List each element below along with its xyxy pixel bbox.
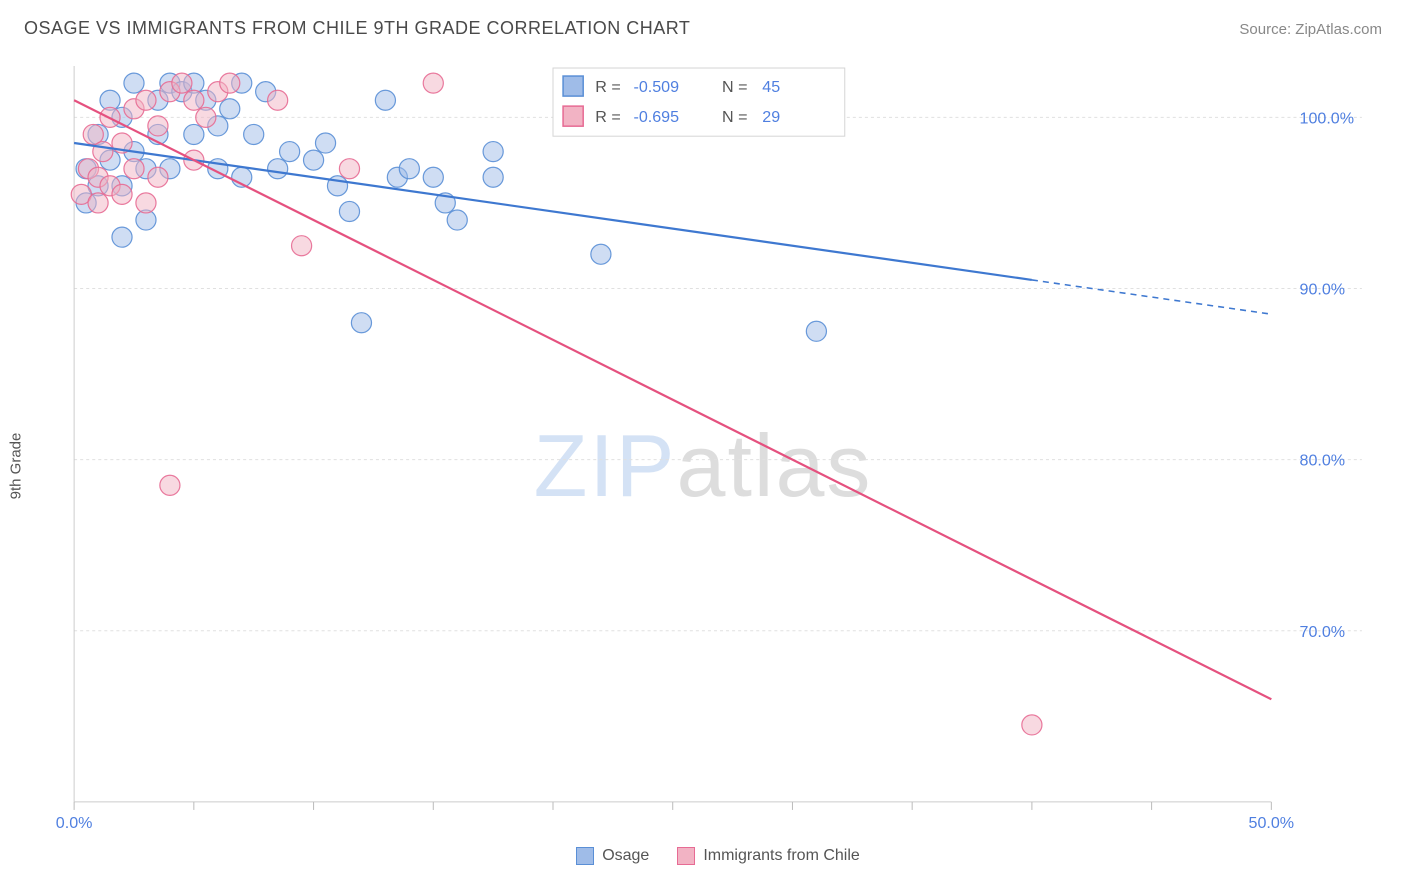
svg-text:-0.509: -0.509 (633, 78, 679, 96)
data-point (268, 90, 288, 110)
legend-item-chile: Immigrants from Chile (677, 847, 859, 865)
svg-text:70.0%: 70.0% (1300, 623, 1346, 641)
data-point (112, 184, 132, 204)
scatter-plot: R = -0.509 N = 45 R = -0.695 N = 29 70.0% 80.0% 9… (54, 60, 1382, 832)
data-point (184, 90, 204, 110)
legend-label: Immigrants from Chile (703, 847, 859, 865)
regression-line-extrapolated (1032, 280, 1271, 314)
svg-text:50.0%: 50.0% (1249, 814, 1295, 832)
data-point (351, 313, 371, 333)
data-point (220, 99, 240, 119)
data-point (483, 142, 503, 162)
data-point (1022, 715, 1042, 735)
legend-item-osage: Osage (576, 847, 649, 865)
data-point (292, 236, 312, 256)
data-point (315, 133, 335, 153)
data-point (339, 201, 359, 221)
legend: Osage Immigrants from Chile (54, 840, 1382, 872)
chart-title: OSAGE VS IMMIGRANTS FROM CHILE 9TH GRADE… (24, 18, 690, 39)
data-point (244, 124, 264, 144)
regression-line (74, 143, 1032, 280)
svg-text:R =: R = (595, 108, 620, 126)
data-point (124, 159, 144, 179)
legend-label: Osage (602, 847, 649, 865)
data-point (160, 475, 180, 495)
data-point (591, 244, 611, 264)
svg-text:29: 29 (762, 108, 780, 126)
data-point (184, 124, 204, 144)
data-point (136, 193, 156, 213)
y-axis-label: 9th Grade (8, 433, 25, 500)
svg-text:0.0%: 0.0% (56, 814, 93, 832)
svg-text:45: 45 (762, 78, 780, 96)
data-point (280, 142, 300, 162)
data-point (399, 159, 419, 179)
data-point (304, 150, 324, 170)
data-point (339, 159, 359, 179)
swatch-icon (576, 847, 594, 865)
data-point (268, 159, 288, 179)
data-point (148, 116, 168, 136)
svg-text:-0.695: -0.695 (633, 108, 679, 126)
data-point (124, 73, 144, 93)
data-point (112, 227, 132, 247)
chart-area: 9th Grade ZIPatlas R =-0.509N =45R =-0.6… (24, 60, 1382, 872)
svg-text:N =: N = (722, 108, 747, 126)
data-point (93, 142, 113, 162)
data-point (136, 90, 156, 110)
svg-text:90.0%: 90.0% (1300, 281, 1346, 299)
svg-text:100.0%: 100.0% (1300, 109, 1355, 127)
data-point (483, 167, 503, 187)
data-point (220, 73, 240, 93)
regression-line (74, 100, 1271, 699)
source-credit: Source: ZipAtlas.com (1239, 21, 1382, 38)
source-link[interactable]: ZipAtlas.com (1295, 21, 1382, 38)
data-point (806, 321, 826, 341)
svg-text:80.0%: 80.0% (1300, 452, 1346, 470)
data-point (172, 73, 192, 93)
data-point (148, 167, 168, 187)
data-point (447, 210, 467, 230)
data-point (375, 90, 395, 110)
data-point (88, 193, 108, 213)
swatch-icon (677, 847, 695, 865)
svg-text:N =: N = (722, 78, 747, 96)
data-point (423, 167, 443, 187)
data-point (423, 73, 443, 93)
data-point (196, 107, 216, 127)
svg-text:R =: R = (595, 78, 620, 96)
